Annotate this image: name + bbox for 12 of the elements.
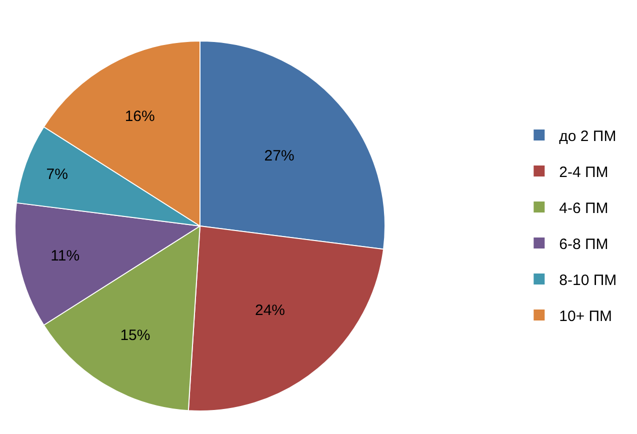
data-label: 27% bbox=[264, 148, 294, 165]
legend-label: 8-10 ПМ bbox=[559, 272, 617, 289]
data-label: 11% bbox=[50, 248, 80, 265]
data-label: 15% bbox=[120, 327, 150, 344]
legend-label: 2-4 ПМ bbox=[559, 164, 608, 181]
data-label: 16% bbox=[124, 108, 155, 126]
legend-label: до 2 ПМ bbox=[559, 128, 616, 145]
legend-label: 4-6 ПМ bbox=[559, 200, 608, 217]
data-label: 7% bbox=[46, 166, 68, 184]
legend-label: 10+ ПМ bbox=[559, 308, 612, 325]
data-label: 24% bbox=[254, 302, 286, 320]
legend-label: 6-8 ПМ bbox=[559, 236, 608, 253]
